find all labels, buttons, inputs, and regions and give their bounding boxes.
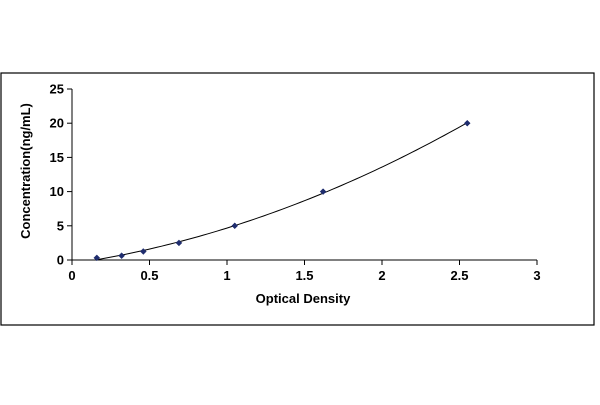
y-tick-label: 5 — [57, 218, 64, 233]
data-point — [118, 252, 125, 260]
x-tick-label: 1.5 — [295, 268, 313, 283]
x-tick-label: 1 — [223, 268, 230, 283]
y-tick-label: 15 — [50, 150, 64, 165]
data-point — [93, 254, 101, 262]
fit-curve — [96, 122, 468, 261]
x-tick-label: 0.5 — [140, 268, 158, 283]
x-tick-label: 0 — [68, 268, 75, 283]
data-point — [319, 188, 327, 195]
outer-border — [0, 72, 595, 326]
y-axis-title: Concentration(ng/mL) — [18, 103, 33, 239]
y-tick-label: 20 — [50, 116, 64, 131]
axes: 0 5 10 15 20 25 0 0.5 1 1.5 2 2.5 3 — [50, 82, 541, 284]
data-point — [175, 239, 183, 247]
y-tick-label: 10 — [50, 184, 64, 199]
fit-curve-layer — [96, 122, 468, 261]
y-tick-label: 0 — [57, 253, 64, 268]
x-tick-label: 3 — [533, 268, 540, 283]
data-points-layer — [93, 119, 471, 262]
x-tick-label: 2 — [378, 268, 385, 283]
data-point — [463, 119, 471, 127]
x-axis-title: Optical Density — [256, 291, 351, 306]
y-tick-label: 25 — [50, 82, 64, 97]
data-point — [231, 222, 239, 230]
data-point — [139, 248, 147, 255]
x-tick-label: 2.5 — [450, 268, 468, 283]
